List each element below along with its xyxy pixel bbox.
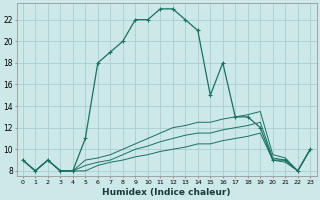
X-axis label: Humidex (Indice chaleur): Humidex (Indice chaleur) bbox=[102, 188, 231, 197]
